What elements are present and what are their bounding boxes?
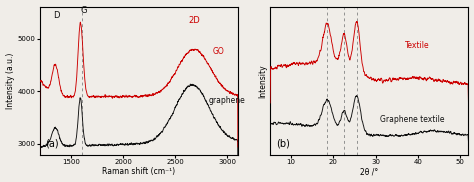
Text: (b): (b) [276,139,290,149]
Text: D: D [53,11,59,20]
X-axis label: Raman shift (cm⁻¹): Raman shift (cm⁻¹) [102,167,175,176]
Text: G: G [80,6,87,15]
Text: Textile: Textile [405,41,430,50]
Y-axis label: Intensity (a.u.): Intensity (a.u.) [6,53,15,109]
Text: GO: GO [213,47,225,56]
Y-axis label: Intensity: Intensity [258,64,267,98]
Text: 2D: 2D [188,17,200,25]
Text: graphene: graphene [209,96,246,105]
X-axis label: 2θ /°: 2θ /° [360,167,378,176]
Text: (a): (a) [46,139,59,149]
Text: Graphene textile: Graphene textile [380,115,444,124]
